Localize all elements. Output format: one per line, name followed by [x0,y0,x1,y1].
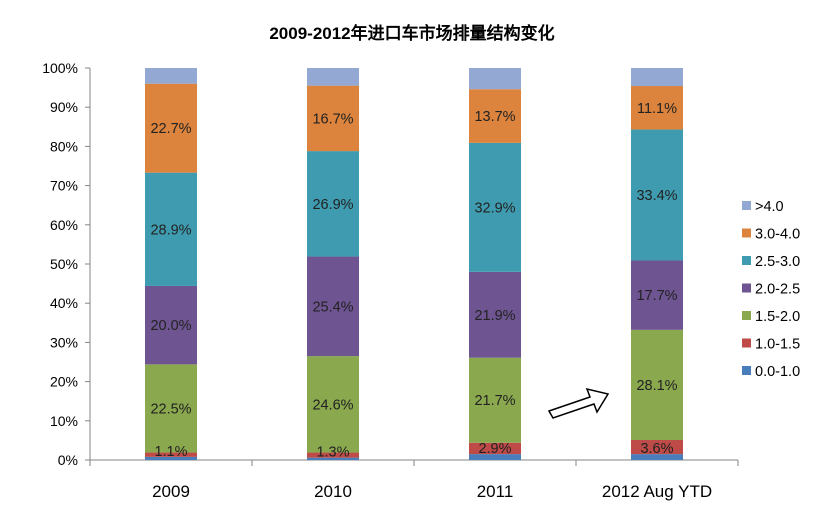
y-tick-label: 50% [50,256,78,272]
bar-segment [145,452,197,457]
data-label: 24.6% [312,397,353,413]
legend-item: 0.0-1.0 [742,364,800,380]
data-label: 16.7% [312,111,353,127]
y-tick-label: 60% [50,217,78,233]
y-tick-label: 80% [50,138,78,154]
x-category-label: 2012 Aug YTD [602,482,712,501]
y-tick-label: 20% [50,374,78,390]
legend-label: 2.0-2.5 [755,282,800,298]
bar-segment [469,454,521,460]
data-label: 1.1% [154,444,187,460]
legend-item: >4.0 [742,199,784,215]
y-tick-label: 100% [42,60,78,76]
legend-swatch [742,256,751,265]
legend-swatch [742,366,751,375]
legend-label: 1.0-1.5 [755,337,800,353]
legend-swatch [742,283,751,293]
bar-segment [145,456,197,460]
bar-segment [631,454,683,460]
legend-item: 1.5-2.0 [742,309,800,325]
bar-segment [145,285,197,365]
bar-segment [307,452,359,458]
bar-segment [469,442,521,455]
bar-segment [631,129,683,261]
data-label: 26.9% [312,197,353,213]
y-tick-label: 70% [50,178,78,194]
bar-segment [469,357,521,443]
bar-segment [307,85,359,152]
bar-segment [469,271,521,358]
legend-label: 3.0-4.0 [755,227,800,243]
bar-segment [307,256,359,357]
bar-segment [145,68,197,84]
bar-segment [469,89,521,143]
bar-segment [145,172,197,286]
y-tick-label: 0% [58,452,78,468]
bar-segment [631,68,683,87]
bar-segment [307,356,359,453]
x-category-label: 2011 [477,482,514,501]
data-label: 21.7% [474,393,515,409]
legend-item: 1.0-1.5 [742,337,800,353]
bar-segment [469,142,521,272]
legend-item: 3.0-4.0 [742,227,800,243]
bar-segment [145,364,197,453]
bar-segment [307,457,359,460]
data-label: 17.7% [636,288,677,304]
legend-item: 2.0-2.5 [742,282,800,298]
data-label: 22.5% [150,401,191,417]
data-label: 22.7% [150,121,191,137]
legend-label: >4.0 [755,199,784,215]
data-label: 2.9% [478,441,511,457]
legend-item: 2.5-3.0 [742,254,800,270]
arrow-annotation [547,387,610,419]
data-label: 25.4% [312,299,353,315]
legend-swatch [742,201,751,210]
bar-segment [631,86,683,130]
data-label: 28.1% [636,378,677,394]
legend-swatch [742,228,751,238]
chart-title: 2009-2012年进口车市场排量结构变化 [269,23,554,43]
bar-segment [631,329,683,441]
legend-label: 0.0-1.0 [755,364,800,380]
data-label: 1.3% [316,445,349,461]
data-label: 33.4% [636,188,677,204]
bar-segment [631,260,683,330]
y-tick-label: 30% [50,334,78,350]
legend-swatch [742,311,751,320]
bar-segment [469,68,521,90]
legend-label: 1.5-2.0 [755,309,800,325]
bar-segment [307,151,359,257]
bar-segment [307,68,359,86]
y-tick-label: 40% [50,295,78,311]
data-label: 11.1% [637,101,677,117]
bar-segment [631,440,683,455]
data-label: 13.7% [474,109,515,125]
data-label: 20.0% [150,318,191,334]
y-tick-label: 10% [50,413,78,429]
data-label: 21.9% [474,308,515,324]
y-tick-label: 90% [50,99,78,115]
data-label: 3.6% [640,441,673,457]
data-label: 28.9% [150,222,191,238]
bar-segment [145,83,197,173]
x-category-label: 2009 [152,482,190,501]
legend-swatch [742,338,751,348]
x-category-label: 2010 [314,482,352,501]
legend-label: 2.5-3.0 [755,254,800,270]
data-label: 32.9% [474,200,515,216]
